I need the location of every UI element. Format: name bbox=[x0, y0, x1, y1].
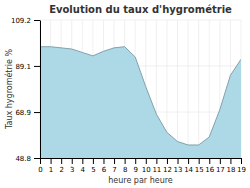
x-tick-mark bbox=[135, 158, 136, 164]
x-tick-mark bbox=[188, 158, 189, 164]
x-tick-label: 13 bbox=[174, 166, 183, 174]
x-tick: 18 bbox=[226, 158, 235, 174]
y-tick-label: 89.1 bbox=[15, 63, 31, 71]
x-tick: 9 bbox=[133, 158, 137, 174]
y-tick-label: 48.8 bbox=[15, 155, 31, 163]
x-tick-label: 11 bbox=[152, 166, 161, 174]
x-tick: 17 bbox=[216, 158, 225, 174]
grid bbox=[40, 20, 241, 158]
y-axis-line bbox=[40, 21, 41, 159]
x-tick: 16 bbox=[205, 158, 214, 174]
x-tick-label: 15 bbox=[195, 166, 204, 174]
x-axis-line bbox=[41, 158, 242, 159]
x-tick-mark bbox=[114, 158, 115, 164]
area bbox=[40, 47, 241, 158]
x-tick-mark bbox=[146, 158, 147, 164]
x-tick-label: 9 bbox=[133, 166, 137, 174]
x-tick: 10 bbox=[142, 158, 151, 174]
x-axis-title: heure par heure bbox=[108, 176, 173, 185]
x-tick-mark bbox=[156, 158, 157, 164]
x-tick-label: 14 bbox=[184, 166, 193, 174]
x-tick-label: 8 bbox=[123, 166, 127, 174]
x-tick: 19 bbox=[237, 158, 246, 174]
x-tick-label: 10 bbox=[142, 166, 151, 174]
marks bbox=[40, 47, 241, 158]
x-tick: 5 bbox=[91, 158, 95, 174]
x-tick: 1 bbox=[49, 158, 53, 174]
x-tick: 4 bbox=[81, 158, 86, 174]
x-tick-label: 19 bbox=[237, 166, 246, 174]
x-tick-mark bbox=[178, 158, 179, 164]
x-tick-label: 6 bbox=[102, 166, 107, 174]
area-line bbox=[40, 47, 241, 145]
chart-container: 01234567891011121314151617181948.868.989… bbox=[0, 0, 250, 188]
x-tick-label: 17 bbox=[216, 166, 225, 174]
x-tick-label: 5 bbox=[91, 166, 95, 174]
x-tick-mark bbox=[72, 158, 73, 164]
x-tick-label: 1 bbox=[49, 166, 53, 174]
x-tick: 15 bbox=[195, 158, 204, 174]
x-tick-label: 7 bbox=[112, 166, 116, 174]
grid-line-x bbox=[177, 20, 178, 158]
y-tick: 68.9 bbox=[15, 109, 40, 117]
y-axis-title: Taux hygrométrie % bbox=[4, 49, 14, 131]
x-axis: 012345678910111213141516171819 bbox=[38, 158, 246, 174]
grid-line-y bbox=[40, 20, 241, 21]
y-tick-mark bbox=[34, 158, 40, 159]
x-tick-mark bbox=[220, 158, 221, 164]
x-tick-label: 12 bbox=[163, 166, 172, 174]
x-tick-mark bbox=[103, 158, 104, 164]
y-tick-mark bbox=[34, 112, 40, 113]
x-tick-mark bbox=[230, 158, 231, 164]
x-tick: 0 bbox=[38, 158, 42, 174]
x-tick-mark bbox=[61, 158, 62, 164]
x-tick-mark bbox=[167, 158, 168, 164]
plot-area: 01234567891011121314151617181948.868.989… bbox=[11, 17, 246, 174]
y-tick-mark bbox=[34, 66, 40, 67]
x-tick-label: 3 bbox=[70, 166, 74, 174]
x-tick: 14 bbox=[184, 158, 193, 174]
x-tick-mark bbox=[199, 158, 200, 164]
x-tick-label: 16 bbox=[205, 166, 214, 174]
y-tick-label: 109.2 bbox=[11, 17, 31, 25]
chart-svg: 01234567891011121314151617181948.868.989… bbox=[0, 0, 250, 188]
y-axis: 48.8 68.9 89.1 109.2 bbox=[11, 17, 41, 163]
x-tick-label: 4 bbox=[81, 166, 86, 174]
x-tick-mark bbox=[51, 158, 52, 164]
title: Evolution du taux d'hygrométrie bbox=[49, 4, 232, 15]
x-tick: 8 bbox=[123, 158, 127, 174]
grid-line-x bbox=[40, 20, 41, 158]
x-tick: 13 bbox=[174, 158, 183, 174]
grid-line-x bbox=[198, 20, 199, 158]
y-tick: 89.1 bbox=[15, 63, 40, 71]
x-tick: 12 bbox=[163, 158, 172, 174]
y-tick: 48.8 bbox=[15, 155, 40, 163]
y-tick-label: 68.9 bbox=[15, 109, 31, 117]
x-tick: 3 bbox=[70, 158, 74, 174]
x-tick: 2 bbox=[59, 158, 63, 174]
y-tick-mark bbox=[34, 20, 40, 21]
x-tick: 11 bbox=[152, 158, 161, 174]
x-tick-mark bbox=[241, 158, 242, 164]
x-tick-mark bbox=[40, 158, 41, 164]
x-tick-mark bbox=[82, 158, 83, 164]
x-tick-mark bbox=[125, 158, 126, 164]
x-tick-mark bbox=[209, 158, 210, 164]
grid-line-x bbox=[188, 20, 189, 158]
x-tick-label: 2 bbox=[59, 166, 63, 174]
x-tick-label: 18 bbox=[226, 166, 235, 174]
y-tick: 109.2 bbox=[11, 17, 40, 25]
x-tick: 6 bbox=[102, 158, 107, 174]
x-tick: 7 bbox=[112, 158, 116, 174]
x-tick-label: 0 bbox=[38, 166, 42, 174]
x-tick-mark bbox=[93, 158, 94, 164]
